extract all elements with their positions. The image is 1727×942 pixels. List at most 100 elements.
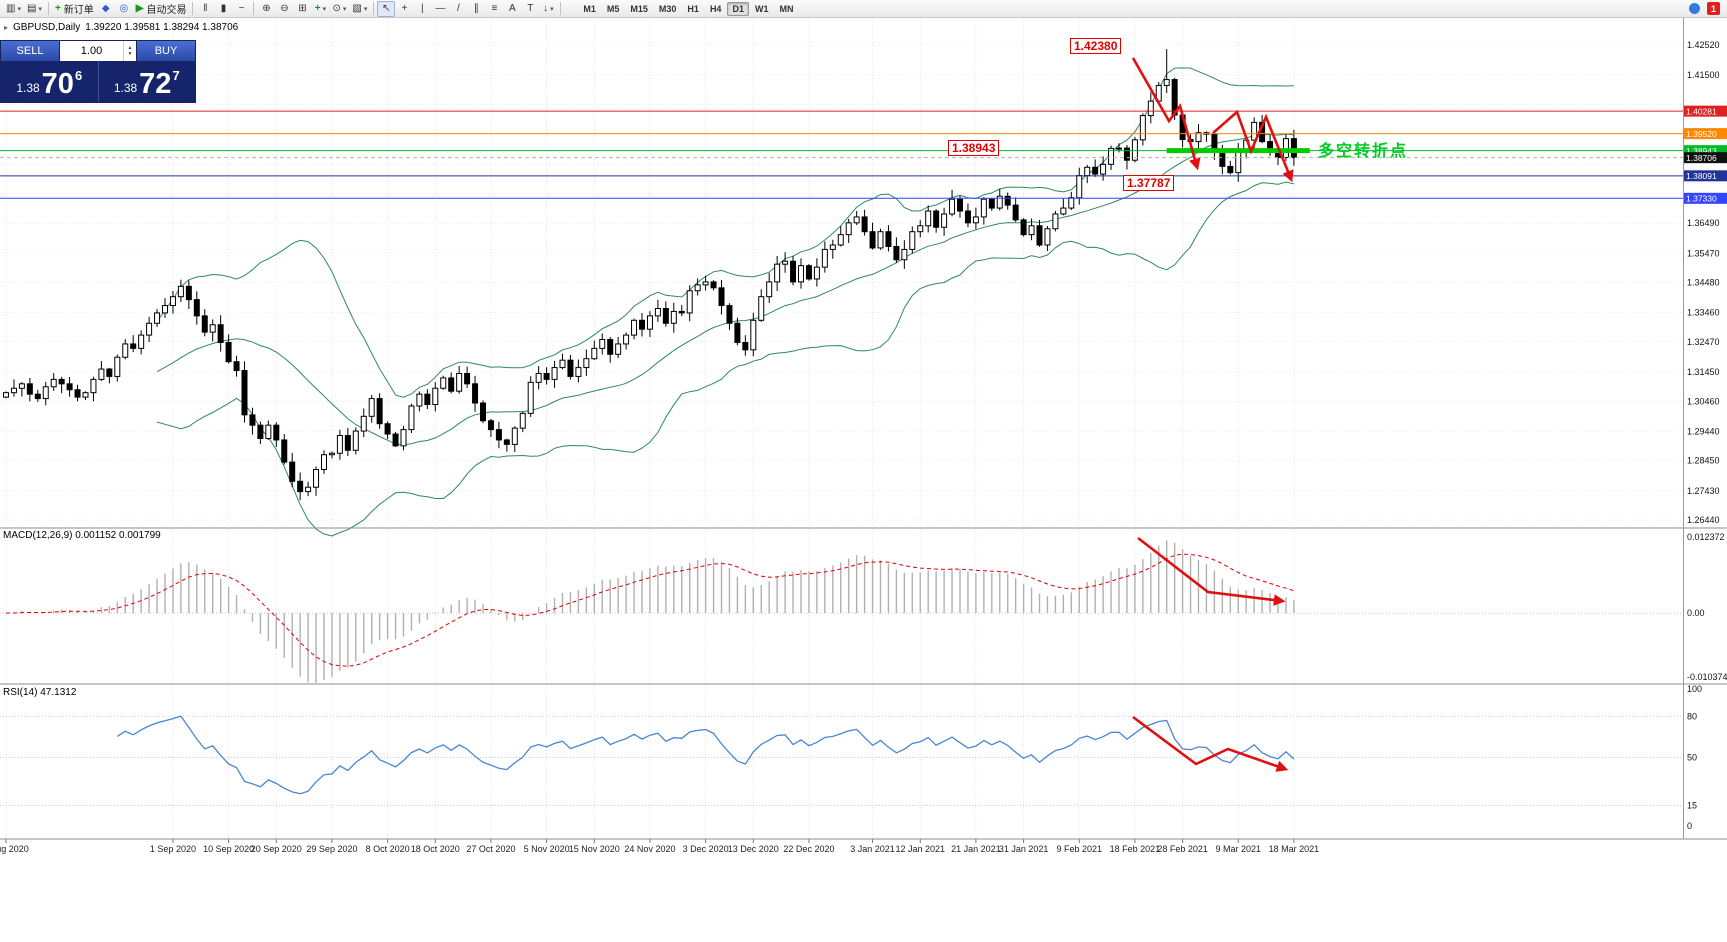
timeframe-d1-button[interactable]: D1 <box>727 1 749 16</box>
svg-text:1.36490: 1.36490 <box>1687 218 1720 228</box>
auto-trading-icon: ▶ <box>135 3 144 14</box>
label-button[interactable]: T <box>521 1 539 17</box>
fibonacci-button[interactable]: ≡ <box>485 1 503 17</box>
profiles-button[interactable]: ▤ ▾ <box>24 1 45 17</box>
zoom-out-button[interactable]: ⊖ <box>275 1 293 17</box>
community-button[interactable] <box>1685 1 1703 17</box>
crosshair-button[interactable]: + <box>395 1 413 17</box>
alerts-button[interactable]: ◆ <box>97 1 115 17</box>
timeframe-m15-button[interactable]: M15 <box>630 3 648 14</box>
bar-chart-icon: ‖ <box>203 3 208 14</box>
timeframe-mn-button[interactable]: MN <box>779 3 794 14</box>
svg-text:18 Feb 2021: 18 Feb 2021 <box>1110 844 1161 854</box>
timeframe-h4-button[interactable]: H4 <box>709 3 722 14</box>
line-chart-button[interactable]: ~ <box>232 1 250 17</box>
arrows-tool-icon: ↓ <box>543 3 549 14</box>
svg-text:18 Mar 2021: 18 Mar 2021 <box>1269 844 1320 854</box>
text-button[interactable]: A <box>503 1 521 17</box>
indicators-button[interactable]: + ▾ <box>311 1 329 17</box>
svg-text:0.00: 0.00 <box>1687 608 1705 618</box>
timeframe-h1-button[interactable]: H1 <box>687 3 699 14</box>
svg-text:9 Feb 2021: 9 Feb 2021 <box>1056 844 1102 854</box>
svg-text:1.31450: 1.31450 <box>1687 367 1720 377</box>
cursor-button[interactable]: ↖ <box>377 0 396 17</box>
ask-price[interactable]: 1.38 72 7 <box>99 61 196 102</box>
dropdown-caret-icon: ▾ <box>322 5 327 13</box>
channel-button[interactable]: ∥ <box>467 1 485 17</box>
svg-text:1.26440: 1.26440 <box>1687 515 1720 525</box>
svg-text:1.29440: 1.29440 <box>1687 426 1720 436</box>
price-divider <box>97 61 99 102</box>
indicators-icon: + <box>314 3 321 14</box>
symbol-period-label: GBPUSD,Daily <box>13 22 81 33</box>
community-icon <box>1688 3 1700 14</box>
volume-up-icon[interactable]: ▲ <box>127 45 133 51</box>
horizontal-line-button[interactable]: — <box>431 1 449 17</box>
dropdown-caret-icon: ▾ <box>17 5 21 13</box>
arrows-tool-button[interactable]: ↓ ▾ <box>539 1 557 17</box>
dropdown-caret-icon: ▾ <box>550 5 554 13</box>
tile-windows-icon: ⊞ <box>298 3 307 14</box>
line-chart-icon: ~ <box>238 3 245 14</box>
market-button[interactable]: ◎ <box>115 1 133 17</box>
svg-text:5 Nov 2020: 5 Nov 2020 <box>524 844 570 854</box>
annotation-pivot-text[interactable]: 多空转折点 <box>1318 143 1409 160</box>
buy-button[interactable]: BUY <box>137 41 195 61</box>
svg-text:1.40281: 1.40281 <box>1686 107 1717 117</box>
timeframe-w1-button[interactable]: W1 <box>754 3 769 14</box>
svg-text:0.012372: 0.012372 <box>1687 532 1725 542</box>
horizontal-line-icon: — <box>435 3 446 14</box>
svg-text:1.30460: 1.30460 <box>1687 396 1720 406</box>
new-order-button[interactable]: + 新订单 <box>52 1 97 17</box>
svg-text:28 Feb 2021: 28 Feb 2021 <box>1157 844 1208 854</box>
svg-text:1.33460: 1.33460 <box>1687 308 1720 318</box>
one-click-trading-panel: SELL 1.00 ▲ ▼ BUY 1.38 70 6 1.38 72 7 <box>0 40 196 103</box>
templates-icon: ▧ <box>352 3 362 14</box>
notification-badge[interactable]: 1 <box>1707 2 1720 15</box>
templates-button[interactable]: ▧ ▾ <box>349 1 370 17</box>
svg-text:100: 100 <box>1687 684 1702 694</box>
svg-text:1.41500: 1.41500 <box>1687 70 1720 80</box>
channel-icon: ∥ <box>473 3 479 14</box>
annotation-low-price[interactable]: 1.37787 <box>1123 175 1175 191</box>
volume-box: 1.00 ▲ ▼ <box>59 41 137 61</box>
trade-panel-prices-row: 1.38 70 6 1.38 72 7 <box>1 61 195 102</box>
volume-input[interactable]: 1.00 <box>80 45 103 57</box>
timeframe-m5-button[interactable]: M5 <box>606 3 620 14</box>
text-icon: A <box>509 3 516 14</box>
toolbar-separator <box>192 2 194 15</box>
dropdown-caret-icon: ▾ <box>38 5 42 13</box>
trendline-button[interactable]: / <box>449 1 467 17</box>
volume-down-icon[interactable]: ▼ <box>127 51 133 57</box>
svg-text:1 Sep 2020: 1 Sep 2020 <box>150 844 196 854</box>
annotation-pivot-price[interactable]: 1.38943 <box>948 140 1000 156</box>
volume-stepper[interactable]: ▲ ▼ <box>123 41 136 61</box>
bid-price[interactable]: 1.38 70 6 <box>1 61 98 102</box>
vertical-line-button[interactable]: | <box>413 1 431 17</box>
svg-text:12 Jan 2021: 12 Jan 2021 <box>895 844 945 854</box>
toolbar-separator <box>560 2 562 15</box>
auto-trading-button[interactable]: ▶ 自动交易 <box>133 1 190 17</box>
svg-text:27 Oct 2020: 27 Oct 2020 <box>466 844 515 854</box>
svg-text:80: 80 <box>1687 711 1697 721</box>
annotation-peak-price[interactable]: 1.42380 <box>1070 38 1122 54</box>
timeframe-m30-button[interactable]: M30 <box>658 3 677 14</box>
timeframe-m1-button[interactable]: M1 <box>583 3 596 14</box>
svg-text:1.38091: 1.38091 <box>1686 171 1717 181</box>
periods-button[interactable]: ⊙ ▾ <box>329 1 349 17</box>
zoom-in-button[interactable]: ⊕ <box>257 1 275 17</box>
bar-chart-button[interactable]: ‖ <box>196 1 214 17</box>
toolbar-separator <box>253 2 255 15</box>
new-order-icon: + <box>54 3 61 14</box>
ask-price-big: 72 <box>139 68 172 100</box>
chart-context-icon[interactable]: ▸ <box>4 23 9 32</box>
fibonacci-icon: ≡ <box>491 3 498 14</box>
tile-windows-button[interactable]: ⊞ <box>293 1 311 17</box>
sell-button[interactable]: SELL <box>1 41 59 61</box>
candlestick-chart-button[interactable]: ▮ <box>214 1 232 17</box>
bid-price-big: 70 <box>41 68 74 100</box>
chart-window-button[interactable]: ▥ ▾ <box>3 1 24 17</box>
chart-title: ▸ GBPUSD,Daily 1.39220 1.39581 1.38294 1… <box>4 22 238 33</box>
svg-text:24 Nov 2020: 24 Nov 2020 <box>624 844 675 854</box>
